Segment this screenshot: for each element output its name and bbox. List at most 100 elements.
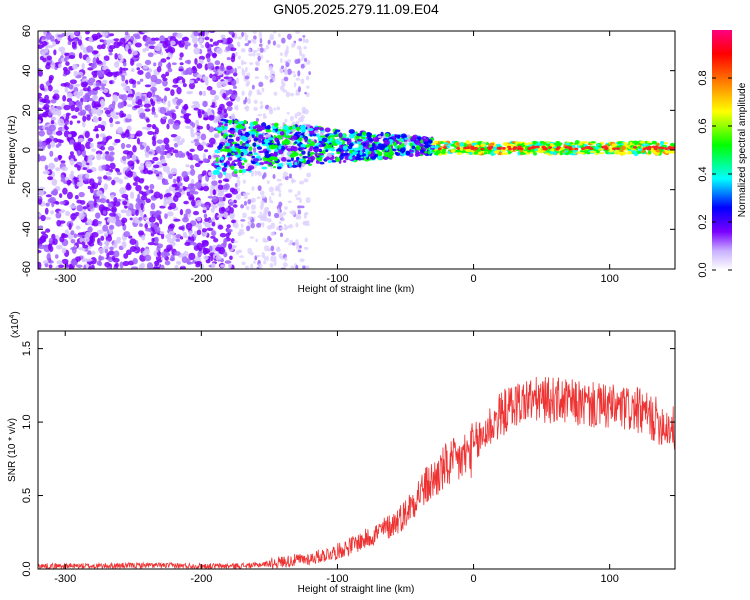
spectrogram-cell xyxy=(304,57,307,62)
spectrogram-cell xyxy=(112,115,119,120)
spectrogram-cell xyxy=(217,75,221,80)
spectrogram-cell xyxy=(262,212,268,218)
spectrogram-cell xyxy=(171,112,177,120)
spectrogram-cell xyxy=(145,71,151,80)
spectrogram-cell xyxy=(287,59,292,64)
spectrogram-cell xyxy=(604,146,609,150)
spectrogram-cell xyxy=(123,253,129,259)
spectrogram-cell xyxy=(279,130,285,136)
spectrogram-cell xyxy=(297,249,302,253)
spectrogram-cell xyxy=(285,135,292,139)
spectrogram-cell xyxy=(112,257,120,263)
spectrogram-cell xyxy=(120,101,125,108)
spectrogram-cell xyxy=(532,152,538,156)
spectrogram-cell xyxy=(299,258,305,262)
spectrogram-cell xyxy=(188,79,195,84)
spectrogram-cell xyxy=(310,155,315,161)
spectrogram-cell xyxy=(383,151,390,158)
spectrogram-cell xyxy=(74,163,79,168)
spectrogram-cell xyxy=(302,155,308,159)
spectrogram-cell xyxy=(135,202,141,210)
spectrogram-cell xyxy=(308,128,314,131)
spectrogram-cell xyxy=(639,140,645,144)
spectrogram-cell xyxy=(244,43,250,47)
spectrogram-cell xyxy=(113,61,120,68)
spectrogram-cell xyxy=(145,198,151,204)
spectrogram-cell xyxy=(299,124,307,130)
spectrogram-cell xyxy=(71,115,78,119)
spectrogram-cell xyxy=(58,46,66,53)
spectrogram-cell xyxy=(216,47,223,55)
spectrogram-cell xyxy=(226,105,233,112)
spectrogram-cell xyxy=(129,238,137,246)
spectrogram-cell xyxy=(190,178,195,185)
spectrogram-cell xyxy=(270,231,276,236)
spectrogram-cell xyxy=(247,165,255,170)
spectrogram-cell xyxy=(433,152,439,156)
spectrogram-cell xyxy=(39,55,44,61)
spectrogram-cell xyxy=(253,106,258,111)
spectrogram-cell xyxy=(87,200,95,206)
spectrogram-cell xyxy=(229,255,233,260)
spectrogram-cell xyxy=(110,194,115,199)
spectrogram-cell xyxy=(82,120,86,128)
spectrogram-cell xyxy=(166,123,170,130)
spectrogram-cell xyxy=(205,205,210,209)
spectrogram-cell xyxy=(295,222,299,228)
spectrogram-cell xyxy=(109,162,116,170)
spectrogram-cell xyxy=(394,151,399,155)
spectrogram-cell xyxy=(335,139,339,143)
spectrogram-cell xyxy=(353,147,360,152)
spectrogram-cell xyxy=(64,229,70,235)
spectrogram-cell xyxy=(194,181,202,190)
spectrogram-cell xyxy=(266,225,273,230)
spectrogram-cell xyxy=(501,146,506,150)
spectrogram-cell xyxy=(228,134,233,138)
spectrogram-cell xyxy=(367,138,374,142)
spectrogram-cell xyxy=(167,118,175,125)
spectrogram-cell xyxy=(434,145,439,150)
spectrogram-cell xyxy=(219,103,225,111)
spectrogram-cell xyxy=(155,146,162,154)
spectrogram-cell xyxy=(90,264,95,269)
spectrogram-cell xyxy=(204,31,209,37)
spectrogram-cell xyxy=(206,227,214,231)
spectrogram-cell xyxy=(359,150,363,156)
spectrogram-cell xyxy=(273,151,278,158)
spectrogram-cell xyxy=(230,55,236,63)
spectrogram-cell xyxy=(71,41,77,49)
spectrogram-cell xyxy=(259,43,263,47)
spectrogram-cell xyxy=(211,101,216,108)
spectrogram-cell xyxy=(252,38,257,44)
spectrogram-cell xyxy=(298,162,302,168)
spectrogram-cell xyxy=(581,147,586,151)
spectrogram-cell xyxy=(268,186,274,193)
spectrogram-cell xyxy=(302,35,306,38)
spectrogram-cell xyxy=(626,150,632,155)
spectrogram-cell xyxy=(423,141,429,145)
snr-multiplier-close: ) xyxy=(10,311,21,314)
spectrogram-cell xyxy=(366,131,371,136)
spectrogram-cell xyxy=(399,147,406,154)
spectrogram-cell xyxy=(48,124,56,132)
spectrogram-cell xyxy=(279,226,284,230)
spectrogram-cell xyxy=(100,98,105,106)
spectrogram-cell xyxy=(154,210,162,216)
spectrogram-cell xyxy=(249,251,254,256)
spectrogram-cell xyxy=(193,31,199,37)
spectrogram-cell xyxy=(88,81,94,86)
spectrogram-cell xyxy=(229,211,235,220)
spectrogram-cell xyxy=(257,55,262,62)
spectrogram-cell xyxy=(244,66,248,73)
spectrogram-cell xyxy=(465,148,472,153)
spectrogram-cell xyxy=(231,152,235,156)
spectrogram-cell xyxy=(309,151,316,155)
spectrogram-cell xyxy=(136,67,141,71)
spectrogram-cell xyxy=(275,185,281,191)
spectrogram-cell xyxy=(51,131,57,135)
x-tick-label: -200 xyxy=(190,273,212,285)
spectrogram-cell xyxy=(91,231,99,238)
spectrogram-cell xyxy=(233,199,237,204)
spectrogram-cell xyxy=(130,68,135,73)
spectrogram-cell xyxy=(163,95,168,102)
